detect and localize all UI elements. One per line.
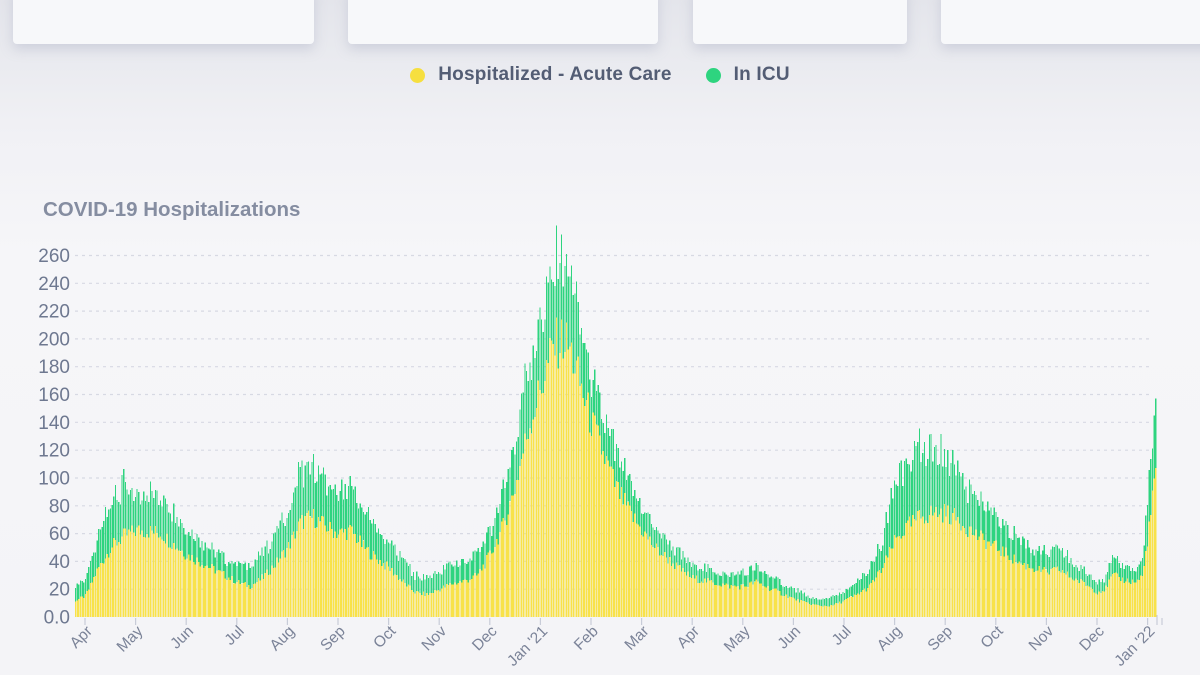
- svg-text:260: 260: [38, 246, 70, 267]
- summary-card-1[interactable]: [13, 0, 314, 44]
- svg-text:Jan '22: Jan '22: [1111, 623, 1158, 670]
- svg-text:Dec: Dec: [1076, 623, 1108, 655]
- svg-text:Jun: Jun: [167, 623, 197, 653]
- svg-text:Sep: Sep: [924, 623, 956, 655]
- svg-text:Oct: Oct: [370, 622, 400, 652]
- svg-text:100: 100: [38, 469, 70, 490]
- svg-text:240: 240: [38, 274, 70, 295]
- svg-text:160: 160: [38, 385, 70, 406]
- svg-text:Jan '21: Jan '21: [504, 623, 551, 670]
- summary-card-2[interactable]: [348, 0, 658, 44]
- bars-icu[interactable]: [74, 225, 1157, 607]
- icu-dot-icon: [705, 67, 721, 83]
- svg-text:Apr: Apr: [674, 623, 703, 652]
- svg-text:May: May: [721, 623, 754, 656]
- svg-text:Jun: Jun: [775, 623, 805, 653]
- svg-text:40: 40: [49, 552, 70, 573]
- svg-text:Jul: Jul: [829, 623, 855, 649]
- svg-text:Nov: Nov: [1026, 623, 1058, 655]
- svg-text:140: 140: [38, 413, 70, 434]
- y-axis-labels: 0.0 20 40 60 80 100 120 140 160 180 200 220 240 260: [38, 246, 70, 629]
- svg-text:Jul: Jul: [222, 623, 248, 649]
- svg-text:Feb: Feb: [571, 623, 602, 654]
- svg-text:120: 120: [38, 441, 70, 462]
- legend-item-icu[interactable]: In ICU: [705, 64, 790, 86]
- x-axis-ticks: [84, 615, 1163, 625]
- svg-text:80: 80: [49, 496, 70, 517]
- x-axis-labels: Apr May Jun Jul Aug Sep Oct Nov Dec Jan '21 Feb Mar…: [67, 622, 1159, 670]
- svg-text:Apr: Apr: [67, 623, 96, 652]
- chart-title: COVID-19 Hospitalizations: [43, 198, 301, 221]
- svg-text:Oct: Oct: [978, 622, 1008, 652]
- svg-text:Sep: Sep: [317, 623, 349, 655]
- chart-legend: Hospitalized - Acute Care In ICU: [0, 60, 1200, 90]
- bars-acute-care[interactable]: [74, 317, 1157, 617]
- svg-text:220: 220: [38, 302, 70, 323]
- svg-text:Aug: Aug: [267, 623, 299, 655]
- legend-item-acute-care[interactable]: Hospitalized - Acute Care: [410, 64, 671, 86]
- svg-text:180: 180: [38, 357, 70, 378]
- svg-text:20: 20: [49, 580, 70, 601]
- legend-label-icu: In ICU: [733, 64, 790, 85]
- svg-text:Nov: Nov: [419, 623, 451, 655]
- svg-text:60: 60: [49, 524, 70, 545]
- svg-text:Aug: Aug: [874, 623, 906, 655]
- svg-text:Dec: Dec: [469, 623, 501, 655]
- svg-text:0.0: 0.0: [44, 608, 70, 629]
- svg-text:200: 200: [38, 329, 70, 350]
- summary-card-3[interactable]: [693, 0, 907, 44]
- legend-label-acute-care: Hospitalized - Acute Care: [438, 64, 672, 85]
- acute-care-dot-icon: [410, 67, 426, 83]
- summary-card-4[interactable]: [941, 0, 1200, 44]
- svg-text:Mar: Mar: [622, 623, 653, 654]
- svg-text:May: May: [114, 623, 147, 656]
